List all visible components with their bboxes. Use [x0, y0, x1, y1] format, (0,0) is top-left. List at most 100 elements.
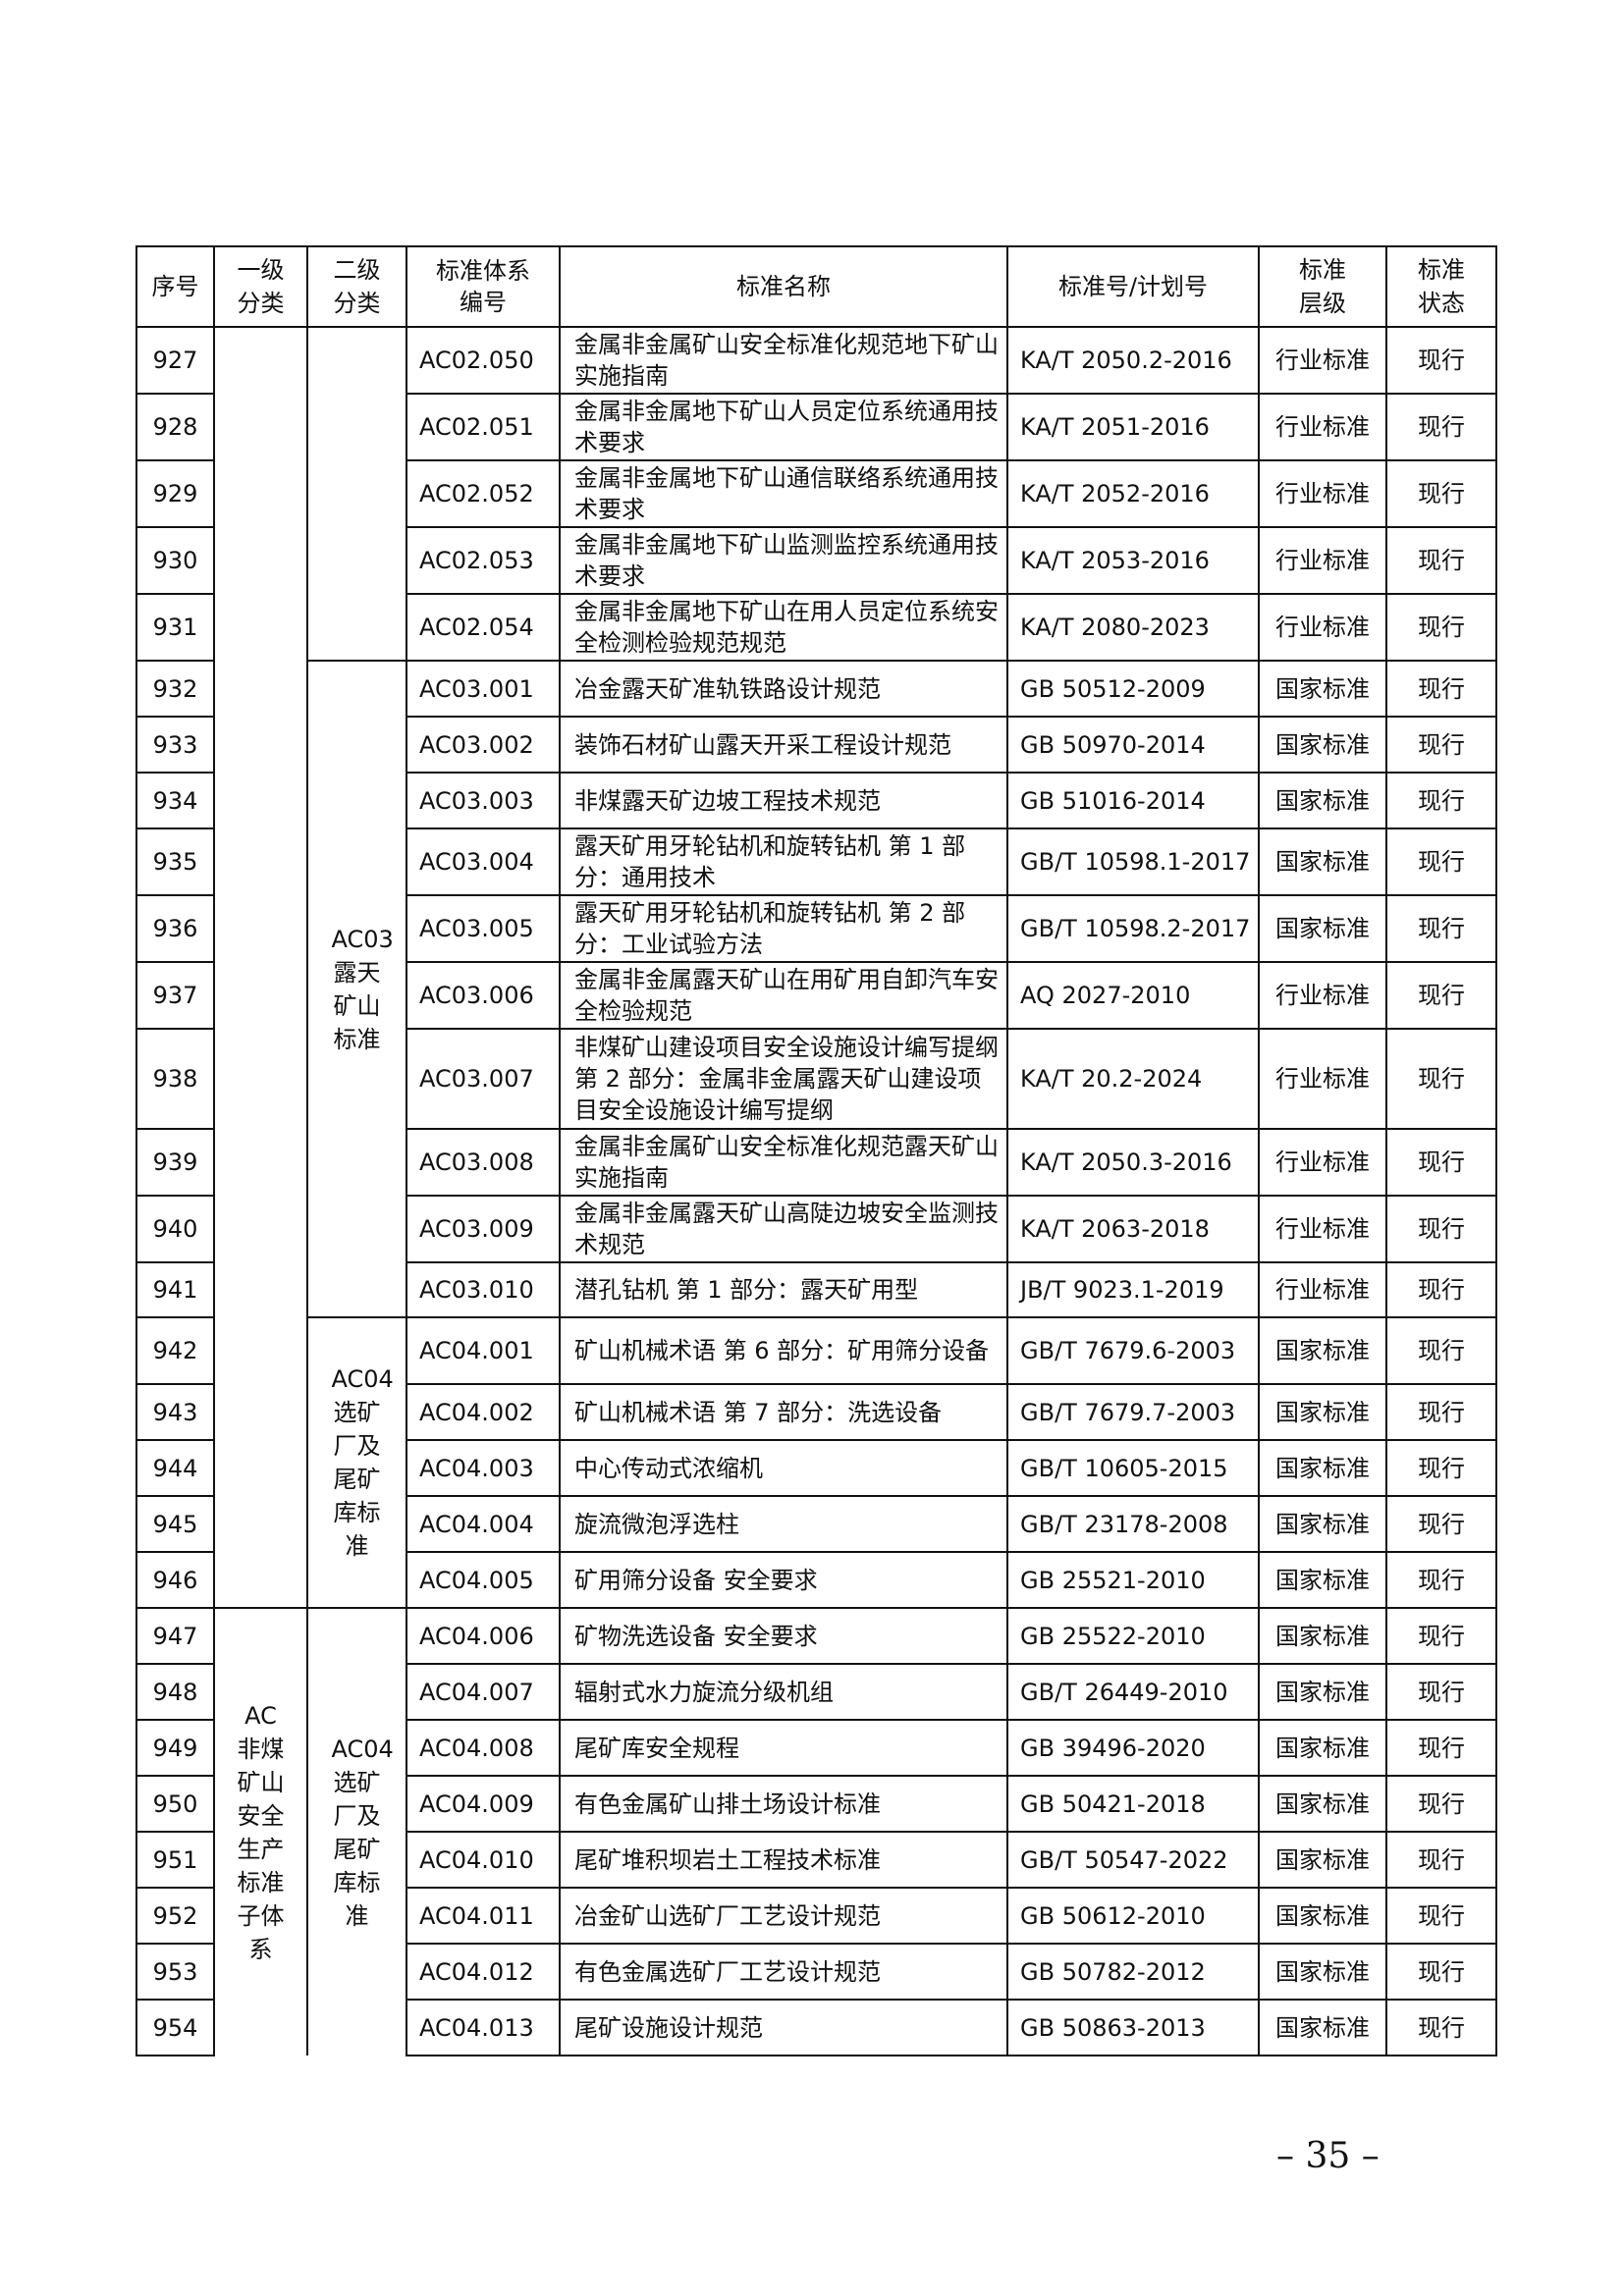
table-row: 951 AC04.010 尾矿堆积坝岩土工程技术标准 GB/T 50547-2022 国…	[135, 1831, 1497, 1889]
table-row: 934 AC03.003 非煤露天矿边坡工程技术规范 GB 51016-2014 国家标…	[135, 772, 1497, 829]
table-row: 937 AC03.006 金属非金属露天矿山在用矿用自卸汽车安全检验规范 AQ 202…	[135, 961, 1497, 1030]
standard-number: GB/T 10598.1-2017	[1006, 828, 1260, 896]
row-number: 928	[135, 393, 215, 461]
standard-name: 尾矿堆积坝岩土工程技术标准	[559, 1831, 1008, 1889]
standard-tier: 国家标准	[1258, 716, 1387, 774]
system-code: AC03.003	[406, 772, 561, 829]
standard-tier: 国家标准	[1258, 772, 1387, 829]
standard-tier: 国家标准	[1258, 894, 1387, 963]
row-number: 944	[135, 1439, 215, 1497]
system-code: AC02.052	[406, 459, 561, 528]
standard-status: 现行	[1385, 1551, 1497, 1609]
system-code: AC04.009	[406, 1775, 561, 1833]
row-number: 947	[135, 1607, 215, 1665]
standard-tier: 国家标准	[1258, 1383, 1387, 1441]
standard-status: 现行	[1385, 1195, 1497, 1263]
standard-status: 现行	[1385, 894, 1497, 963]
standard-tier: 行业标准	[1258, 961, 1387, 1030]
standard-tier: 行业标准	[1258, 393, 1387, 461]
standard-number: GB/T 10605-2015	[1006, 1439, 1260, 1497]
header-system-code: 标准体系编号	[406, 245, 561, 328]
row-number: 953	[135, 1943, 215, 2001]
standard-status: 现行	[1385, 1261, 1497, 1318]
standard-name: 中心传动式浓缩机	[559, 1439, 1008, 1497]
standard-tier: 国家标准	[1258, 1439, 1387, 1497]
row-number: 932	[135, 660, 215, 718]
standards-table: 序号 一级分类 二级分类 标准体系编号 标准名称 标准号/计划号 标准层级 标准…	[135, 245, 1497, 2056]
standard-tier: 行业标准	[1258, 1028, 1387, 1130]
standard-status: 现行	[1385, 961, 1497, 1030]
standard-name: 露天矿用牙轮钻机和旋转钻机 第 2 部分：工业试验方法	[559, 894, 1008, 963]
standard-name: 矿山机械术语 第 6 部分：矿用筛分设备	[559, 1316, 1008, 1385]
header-tier: 标准层级	[1258, 245, 1387, 328]
system-code: AC03.008	[406, 1128, 561, 1197]
system-code: AC04.012	[406, 1943, 561, 2001]
table-row: 945 AC04.004 旋流微泡浮选柱 GB/T 23178-2008 国家标准 现行	[135, 1495, 1497, 1553]
standard-tier: 国家标准	[1258, 828, 1387, 896]
system-code: AC03.004	[406, 828, 561, 896]
table-row: 929 AC02.052 金属非金属地下矿山通信联络系统通用技术要求 KA/T 205…	[135, 459, 1497, 528]
row-number: 949	[135, 1719, 215, 1777]
row-number: 935	[135, 828, 215, 896]
standard-number: KA/T 2053-2016	[1006, 526, 1260, 595]
table-row: 931 AC02.054 金属非金属地下矿山在用人员定位系统安全检测检验规范规范 KA…	[135, 593, 1497, 662]
table-row: 948 AC04.007 辐射式水力旋流分级机组 GB/T 26449-2010 国家标…	[135, 1663, 1497, 1721]
row-number: 938	[135, 1028, 215, 1130]
row-number: 950	[135, 1775, 215, 1833]
header-no: 序号	[135, 245, 215, 328]
standard-tier: 国家标准	[1258, 1551, 1387, 1609]
standard-status: 现行	[1385, 1495, 1497, 1553]
system-code: AC03.007	[406, 1028, 561, 1130]
standard-status: 现行	[1385, 1028, 1497, 1130]
table-row: 938 AC03.007 非煤矿山建设项目安全设施设计编写提纲 第 2 部分：金属非…	[135, 1028, 1497, 1130]
standard-tier: 国家标准	[1258, 1719, 1387, 1777]
standard-number: KA/T 20.2-2024	[1006, 1028, 1260, 1130]
table-row: 947 AC非煤矿山安全生产标准子体系 AC04选矿厂及尾矿库标准 AC04.006 矿…	[135, 1607, 1497, 2056]
standard-number: GB 50612-2010	[1006, 1887, 1260, 1945]
system-code: AC04.008	[406, 1719, 561, 1777]
standard-status: 现行	[1385, 459, 1497, 528]
standard-name: 金属非金属矿山安全标准化规范露天矿山实施指南	[559, 1128, 1008, 1197]
level2-category-label: AC04选矿厂及尾矿库标准	[331, 1365, 394, 1560]
standard-name: 金属非金属矿山安全标准化规范地下矿山实施指南	[559, 326, 1008, 395]
standard-name: 矿物洗选设备 安全要求	[559, 1607, 1008, 1665]
row-number: 941	[135, 1261, 215, 1318]
system-code: AC03.009	[406, 1195, 561, 1263]
standard-status: 现行	[1385, 593, 1497, 662]
row-number: 940	[135, 1195, 215, 1263]
standard-name: 金属非金属地下矿山监测监控系统通用技术要求	[559, 526, 1008, 595]
table-row: 952 AC04.011 冶金矿山选矿厂工艺设计规范 GB 50612-2010 国家标…	[135, 1887, 1497, 1945]
standard-number: GB/T 26449-2010	[1006, 1663, 1260, 1721]
standard-status: 现行	[1385, 1775, 1497, 1833]
table-row: 953 AC04.012 有色金属选矿厂工艺设计规范 GB 50782-2012 国家标…	[135, 1943, 1497, 2001]
standard-number: GB 50421-2018	[1006, 1775, 1260, 1833]
standard-name: 金属非金属露天矿山在用矿用自卸汽车安全检验规范	[559, 961, 1008, 1030]
standard-number: GB 39496-2020	[1006, 1719, 1260, 1777]
table-row: 935 AC03.004 露天矿用牙轮钻机和旋转钻机 第 1 部分：通用技术 GB/T…	[135, 828, 1497, 896]
standard-number: GB/T 7679.6-2003	[1006, 1316, 1260, 1385]
system-code: AC04.010	[406, 1831, 561, 1889]
row-number: 948	[135, 1663, 215, 1721]
level2-category-label: AC04选矿厂及尾矿库标准	[331, 1735, 394, 1930]
standard-name: 金属非金属地下矿山人员定位系统通用技术要求	[559, 393, 1008, 461]
standard-tier: 国家标准	[1258, 1999, 1387, 2056]
standard-status: 现行	[1385, 393, 1497, 461]
system-code: AC04.005	[406, 1551, 561, 1609]
standard-status: 现行	[1385, 716, 1497, 774]
table-row: 940 AC03.009 金属非金属露天矿山高陡边坡安全监测技术规范 KA/T 206…	[135, 1195, 1497, 1263]
standard-number: GB 50782-2012	[1006, 1943, 1260, 2001]
table-row: 946 AC04.005 矿用筛分设备 安全要求 GB 25521-2010 国家标准现…	[135, 1551, 1497, 1609]
table-header: 序号 一级分类 二级分类 标准体系编号 标准名称 标准号/计划号 标准层级 标准…	[135, 245, 1497, 328]
standard-number: KA/T 2051-2016	[1006, 393, 1260, 461]
standard-name: 旋流微泡浮选柱	[559, 1495, 1008, 1553]
standard-status: 现行	[1385, 772, 1497, 829]
row-number: 930	[135, 526, 215, 595]
row-number: 951	[135, 1831, 215, 1889]
standard-tier: 国家标准	[1258, 1663, 1387, 1721]
standard-number: KA/T 2050.3-2016	[1006, 1128, 1260, 1197]
standard-name: 金属非金属露天矿山高陡边坡安全监测技术规范	[559, 1195, 1008, 1263]
system-code: AC02.054	[406, 593, 561, 662]
row-number: 931	[135, 593, 215, 662]
page-number: – 35 –	[1276, 2136, 1380, 2176]
standard-number: KA/T 2052-2016	[1006, 459, 1260, 528]
